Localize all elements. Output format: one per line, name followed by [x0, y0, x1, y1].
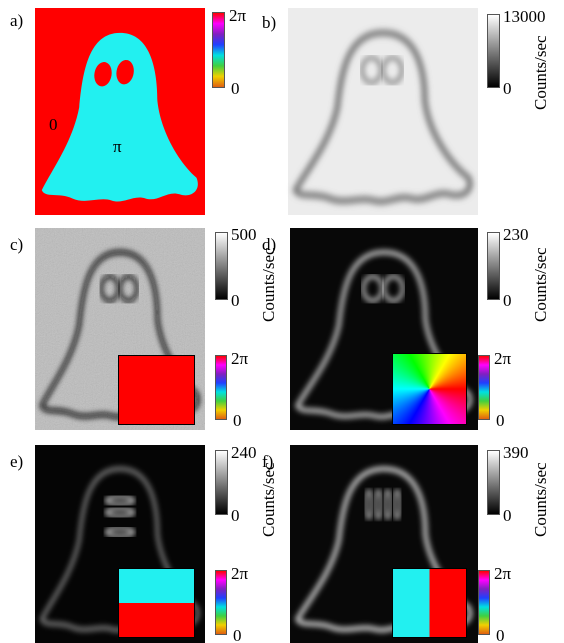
- phase-colorbar: [215, 355, 227, 420]
- colorbar-axis-label: Counts/sec: [260, 247, 277, 322]
- phase-min-label: 0: [231, 80, 240, 97]
- colorbar-min-label: 0: [503, 507, 512, 524]
- colorbar-axis-label: Counts/sec: [532, 35, 549, 110]
- phase-colorbar: [212, 12, 225, 88]
- colorbar-max-label: 500: [231, 226, 257, 243]
- intensity-colorbar: [487, 232, 500, 300]
- phase-colorbar: [478, 570, 490, 635]
- phase-colorbar: [215, 570, 227, 635]
- panel-label: e): [10, 453, 23, 470]
- colorbar-min-label: 0: [503, 80, 512, 97]
- panel-label: f): [262, 453, 273, 470]
- phase-max-label: 2π: [494, 350, 511, 367]
- colorbar-max-label: 390: [503, 444, 529, 461]
- phase-min-label: 0: [496, 412, 505, 429]
- phase-inset: [392, 568, 467, 638]
- intensity-colorbar: [215, 232, 228, 300]
- colorbar-axis-label: Counts/sec: [260, 462, 277, 537]
- phase-min-label: 0: [496, 627, 505, 643]
- panel-label: c): [10, 236, 23, 253]
- colorbar-min-label: 0: [231, 507, 240, 524]
- figure: a) 0 π 2π 0 b) 13000 0 Counts/sec c) 500 0 Counts/se…: [0, 0, 564, 643]
- intensity-colorbar: [487, 450, 500, 515]
- image-layer: [0, 0, 564, 643]
- colorbar-max-label: 240: [231, 444, 257, 461]
- phase-colorbar: [478, 355, 490, 420]
- phase-max-label: 2π: [231, 565, 248, 582]
- phase-max-label: 2π: [494, 565, 511, 582]
- region-label: 0: [49, 116, 58, 133]
- colorbar-max-label: 230: [503, 226, 529, 243]
- phase-max-label: 2π: [229, 7, 246, 24]
- phase-min-label: 0: [233, 412, 242, 429]
- intensity-colorbar: [215, 450, 228, 515]
- phase-min-label: 0: [233, 627, 242, 643]
- phase-inset: [118, 355, 195, 425]
- panel-label: a): [10, 12, 23, 29]
- phase-max-label: 2π: [231, 350, 248, 367]
- colorbar-min-label: 0: [231, 292, 240, 309]
- phase-inset: [118, 568, 195, 638]
- colorbar-max-label: 13000: [503, 8, 546, 25]
- colorbar-axis-label: Counts/sec: [532, 247, 549, 322]
- panel-image: [288, 8, 478, 215]
- colorbar-axis-label: Counts/sec: [532, 462, 549, 537]
- colorbar-min-label: 0: [503, 292, 512, 309]
- phase-inset: [392, 353, 467, 425]
- region-label: π: [113, 138, 122, 155]
- panel-label: d): [262, 236, 276, 253]
- panel-label: b): [262, 14, 276, 31]
- intensity-colorbar: [487, 14, 500, 88]
